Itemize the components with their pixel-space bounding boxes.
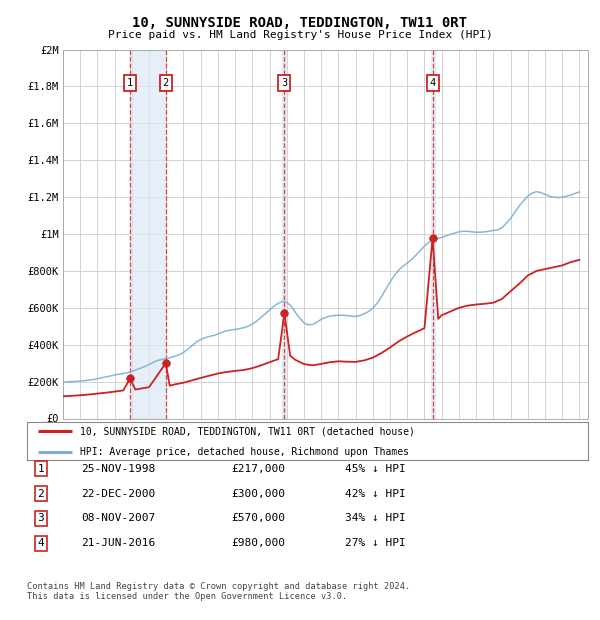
Text: £980,000: £980,000 xyxy=(231,538,285,548)
Bar xyxy=(130,50,166,419)
Text: 3: 3 xyxy=(281,78,287,88)
Text: 27% ↓ HPI: 27% ↓ HPI xyxy=(345,538,406,548)
Text: 34% ↓ HPI: 34% ↓ HPI xyxy=(345,513,406,523)
Text: 2: 2 xyxy=(37,489,44,498)
Text: £570,000: £570,000 xyxy=(231,513,285,523)
Text: £300,000: £300,000 xyxy=(231,489,285,498)
Text: HPI: Average price, detached house, Richmond upon Thames: HPI: Average price, detached house, Rich… xyxy=(80,446,409,456)
Text: 2: 2 xyxy=(163,78,169,88)
Text: 1: 1 xyxy=(37,464,44,474)
Text: 42% ↓ HPI: 42% ↓ HPI xyxy=(345,489,406,498)
Text: 08-NOV-2007: 08-NOV-2007 xyxy=(81,513,155,523)
Bar xyxy=(431,50,434,419)
Text: 22-DEC-2000: 22-DEC-2000 xyxy=(81,489,155,498)
Text: 10, SUNNYSIDE ROAD, TEDDINGTON, TW11 0RT (detached house): 10, SUNNYSIDE ROAD, TEDDINGTON, TW11 0RT… xyxy=(80,426,415,436)
Text: 3: 3 xyxy=(37,513,44,523)
Text: 4: 4 xyxy=(37,538,44,548)
Text: £217,000: £217,000 xyxy=(231,464,285,474)
Text: Contains HM Land Registry data © Crown copyright and database right 2024.
This d: Contains HM Land Registry data © Crown c… xyxy=(27,582,410,601)
Text: 1: 1 xyxy=(127,78,133,88)
Text: 4: 4 xyxy=(430,78,436,88)
Bar xyxy=(282,50,286,419)
Text: 45% ↓ HPI: 45% ↓ HPI xyxy=(345,464,406,474)
Text: 21-JUN-2016: 21-JUN-2016 xyxy=(81,538,155,548)
Text: 25-NOV-1998: 25-NOV-1998 xyxy=(81,464,155,474)
Text: 10, SUNNYSIDE ROAD, TEDDINGTON, TW11 0RT: 10, SUNNYSIDE ROAD, TEDDINGTON, TW11 0RT xyxy=(133,16,467,30)
Text: Price paid vs. HM Land Registry's House Price Index (HPI): Price paid vs. HM Land Registry's House … xyxy=(107,30,493,40)
